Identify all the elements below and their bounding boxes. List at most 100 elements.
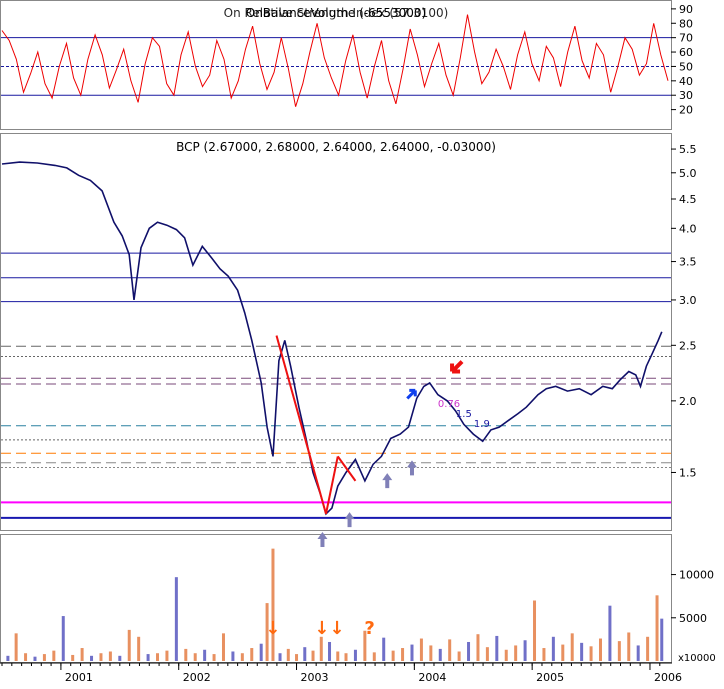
rsi-y-tick-label: 60 [679, 46, 693, 59]
volume-bar [561, 644, 565, 661]
volume-bar [533, 600, 537, 661]
rsi-y-tick-label: 30 [679, 89, 693, 102]
volume-bar [240, 653, 244, 661]
volume-bar [476, 634, 480, 661]
volume-bar [372, 652, 376, 661]
volume-bar [523, 640, 527, 661]
volume-bar [551, 636, 555, 661]
up-arrow-marker [406, 460, 417, 476]
price-y-tick-label: 4.5 [679, 193, 697, 206]
volume-bar [391, 650, 395, 661]
volume-bar [608, 605, 612, 661]
volume-bar [627, 632, 631, 661]
volume-bar [646, 636, 650, 661]
volume-bar [193, 653, 197, 661]
x-tick-label: 2005 [536, 671, 564, 684]
volume-bar [655, 595, 659, 661]
volume-bar [429, 645, 433, 661]
price-y-tick-label: 2.5 [679, 339, 697, 352]
volume-bar [90, 655, 94, 661]
trend-line [275, 335, 327, 515]
volume-bar [303, 647, 307, 661]
volume-bar [14, 633, 18, 661]
rsi-y-tick-label: 70 [679, 32, 693, 45]
volume-bar [231, 651, 235, 661]
volume-bar [457, 651, 461, 661]
volume-bar [203, 649, 207, 661]
volume-bar [353, 649, 357, 661]
rsi-panel-frame [0, 0, 672, 130]
volume-bar [165, 650, 169, 661]
volume-bar [467, 641, 471, 661]
volume-bar [42, 654, 46, 661]
volume-bar [580, 642, 584, 661]
volume-bar [598, 638, 602, 661]
rsi-y-tick-label: 80 [679, 17, 693, 30]
x-tick-label: 2001 [65, 671, 93, 684]
volume-bar [401, 648, 405, 661]
volume-bar [265, 603, 269, 661]
volume-bar [71, 654, 75, 661]
volume-bar [319, 636, 323, 661]
volume-bar [617, 641, 621, 661]
volume-bar [24, 653, 28, 661]
volume-bar [33, 656, 37, 661]
volume-bar [382, 637, 386, 661]
x-tick-label: 2002 [183, 671, 211, 684]
volume-bar [344, 653, 348, 661]
volume-bar [259, 643, 263, 661]
volume-bar [485, 647, 489, 661]
volume-bar [137, 636, 141, 661]
volume-bar [174, 577, 178, 661]
price-y-tick-label: 3.5 [679, 256, 697, 269]
volume-bar [108, 651, 112, 661]
volume-bar [156, 653, 160, 661]
rsi-y-tick-label: 90 [679, 3, 693, 16]
volume-annotation: ↓ [265, 618, 280, 639]
volume-bar [311, 650, 315, 661]
volume-bar [286, 648, 290, 661]
volume-annotation: ↓↓ [314, 618, 344, 639]
volume-bar [542, 648, 546, 661]
price-y-tick-label: 4.0 [679, 222, 697, 235]
volume-bar [212, 654, 216, 661]
volume-bar [127, 629, 131, 661]
volume-y-tick-label: 10000 [679, 569, 714, 582]
price-title: BCP (2.67000, 2.68000, 2.64000, 2.64000,… [176, 140, 496, 154]
rsi-overlay-title: OnBalanceVolume (-6553000) [246, 6, 427, 20]
buy-arrow-marker [406, 388, 417, 400]
volume-bar [514, 645, 518, 661]
volume-bar [80, 648, 84, 661]
volume-bar [61, 616, 65, 661]
volume-bar [99, 653, 103, 661]
trend-line [325, 456, 339, 515]
rsi-series-line [1, 14, 669, 107]
volume-bar [419, 638, 423, 661]
volume-bar [495, 635, 499, 661]
x-tick-label: 2004 [418, 671, 446, 684]
price-y-tick-label: 2.0 [679, 395, 697, 408]
price-annotation: 0.76 [438, 399, 460, 410]
volume-bar [328, 641, 332, 661]
volume-bar [184, 648, 188, 661]
x-tick-label: 2003 [301, 671, 329, 684]
price-annotation: 1.5 [456, 409, 472, 420]
up-arrow-marker [317, 532, 328, 547]
volume-bar [636, 645, 640, 661]
volume-bar [363, 630, 367, 661]
volume-bar [52, 650, 56, 661]
volume-bar [271, 548, 275, 661]
volume-bar [589, 646, 593, 661]
rsi-y-tick-label: 40 [679, 75, 693, 88]
price-y-tick-label: 1.5 [679, 466, 697, 479]
volume-bar [448, 639, 452, 661]
volume-bar [118, 655, 122, 661]
price-y-tick-label: 3.0 [679, 294, 697, 307]
sell-arrow-marker [450, 360, 464, 374]
volume-annotation: ? [364, 618, 374, 639]
price-annotation: 1.9 [474, 419, 490, 430]
